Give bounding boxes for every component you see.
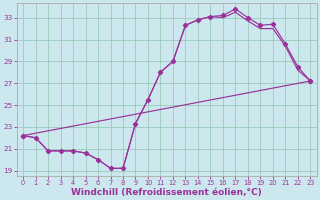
X-axis label: Windchill (Refroidissement éolien,°C): Windchill (Refroidissement éolien,°C) <box>71 188 262 197</box>
